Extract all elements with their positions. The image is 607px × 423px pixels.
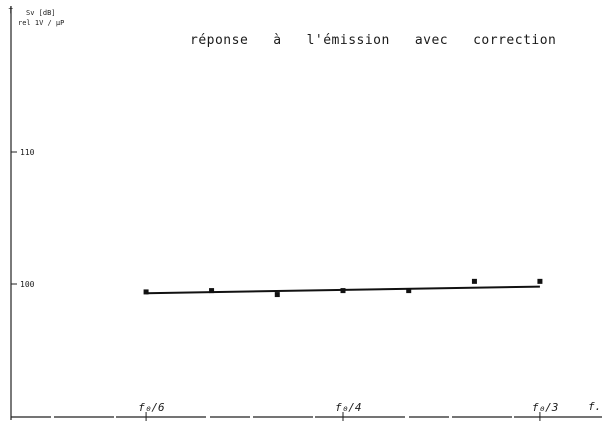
x-tick-label: f₀/6 [138, 401, 165, 414]
data-point [209, 288, 215, 294]
y-ticks: 110 100 [11, 148, 35, 289]
data-point [537, 278, 543, 284]
data-point [274, 292, 280, 298]
y-axis-marker: † [8, 6, 13, 16]
data-point [406, 288, 412, 294]
x-tick-label: f₀/4 [335, 401, 362, 414]
y-axis-unit: rel 1V / μP [18, 19, 64, 27]
y-axis-label: Sv [dB] [26, 9, 56, 17]
x-axis-label: f. [588, 400, 601, 413]
y-tick-label: 110 [20, 148, 35, 157]
x-tick-label: f₀/3 [532, 401, 559, 414]
data-point [471, 278, 477, 284]
data-points [143, 278, 543, 298]
data-point [340, 288, 346, 294]
y-tick-label: 100 [20, 280, 35, 289]
chart-title: réponse à l'émission avec correction [190, 33, 556, 48]
x-ticks: f₀/6 f₀/4 f₀/3 [138, 401, 558, 421]
data-point [143, 289, 149, 295]
